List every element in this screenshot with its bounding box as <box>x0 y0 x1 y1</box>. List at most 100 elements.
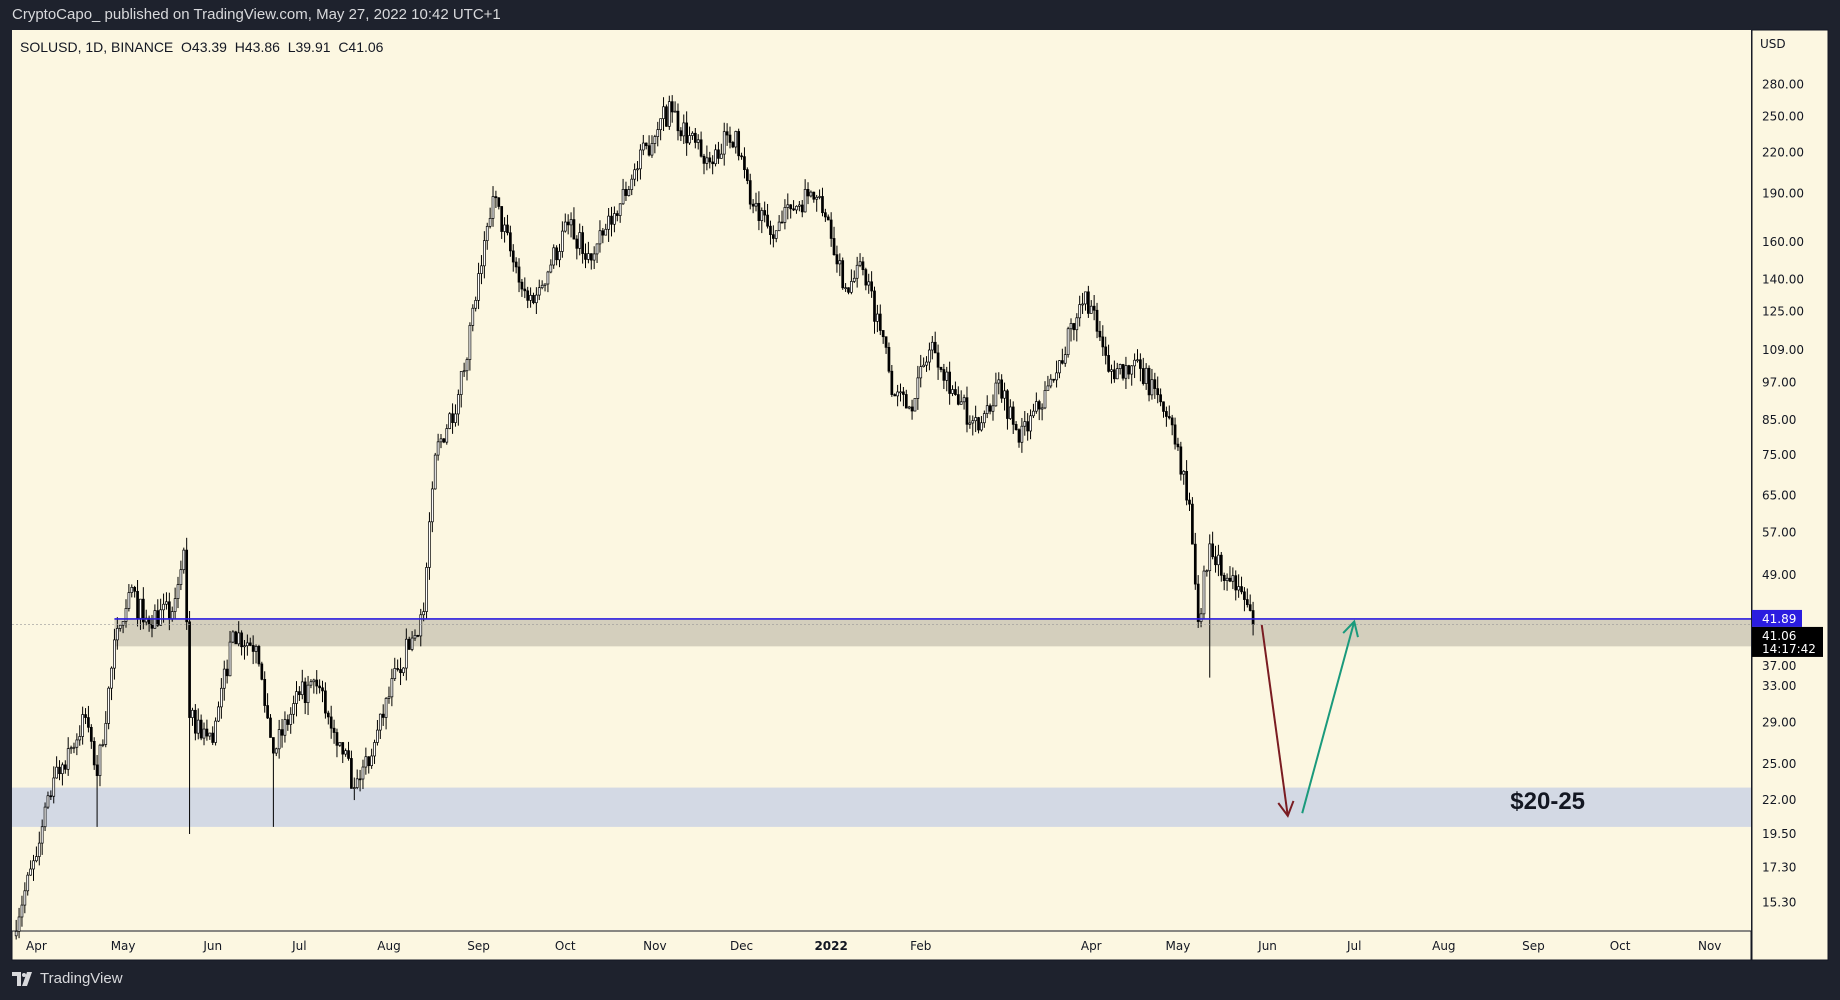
candle-body <box>639 149 642 170</box>
candle-body <box>1049 378 1053 387</box>
candle-body <box>1089 305 1093 314</box>
candle-body <box>373 742 376 757</box>
candle-body <box>829 219 833 239</box>
candle-body <box>592 253 596 261</box>
price-tick: 220.00 <box>1762 145 1804 159</box>
candle-body <box>436 441 440 456</box>
candle-body <box>121 621 125 626</box>
candle-body <box>1240 586 1243 593</box>
candle-body <box>633 169 636 180</box>
candle-body <box>974 417 978 422</box>
candle-body <box>269 717 272 738</box>
price-tick: 49.00 <box>1762 568 1796 582</box>
candle-body <box>844 287 847 290</box>
candle-body <box>826 216 830 221</box>
candle-body <box>483 240 486 267</box>
candle-body <box>1006 390 1009 419</box>
candle-body <box>370 755 373 767</box>
candle-body <box>1113 369 1116 380</box>
candle-body <box>607 215 610 230</box>
candle-body <box>771 234 775 239</box>
candle-body <box>55 766 58 779</box>
candle-body <box>728 134 732 143</box>
candle-body <box>78 736 82 741</box>
candle-body <box>841 260 845 289</box>
support-zone-label: $20-25 <box>1510 788 1585 815</box>
candle-body <box>717 149 720 159</box>
bar-countdown: 14:17:42 <box>1762 642 1816 656</box>
candle-body <box>509 232 512 252</box>
candle-body <box>506 224 509 234</box>
candle-body <box>347 750 350 759</box>
price-tick: 140.00 <box>1762 273 1804 287</box>
price-tick: 37.00 <box>1762 659 1796 673</box>
time-axis[interactable] <box>11 930 1752 961</box>
candle-body <box>1032 410 1035 417</box>
candle-body <box>81 714 84 737</box>
candle-body <box>1144 367 1148 384</box>
candle-body <box>318 685 321 689</box>
candle-body <box>800 204 804 213</box>
candle-body <box>58 766 61 775</box>
candle-body <box>87 717 90 728</box>
candle-body <box>364 756 368 768</box>
candle-body <box>61 764 64 775</box>
candle-body <box>1098 330 1102 338</box>
candle-body <box>133 587 137 592</box>
price-tick: 109.00 <box>1762 343 1804 357</box>
candle-body <box>176 584 180 599</box>
candle-body <box>448 413 452 429</box>
candle-body <box>1139 359 1142 369</box>
candle-body <box>1205 570 1209 573</box>
candle-body <box>243 645 246 648</box>
candle-body <box>624 188 628 196</box>
candle-body <box>627 189 631 196</box>
candle-body <box>1066 328 1070 355</box>
candle-body <box>1153 379 1157 389</box>
candle-body <box>887 347 891 372</box>
candle-body <box>433 454 437 490</box>
candle-body <box>835 254 839 265</box>
candle-body <box>101 744 105 746</box>
candle-body <box>303 681 307 704</box>
candle-body <box>442 438 446 443</box>
candle-body <box>783 207 787 223</box>
candle-body <box>309 681 313 686</box>
candle-body <box>740 155 743 158</box>
candle-body <box>280 729 284 736</box>
candle-body <box>321 687 324 692</box>
candle-body <box>159 609 163 626</box>
price-tick: 29.00 <box>1762 715 1796 729</box>
candle-body <box>555 247 558 261</box>
candle-body <box>899 391 902 394</box>
candle-body <box>1188 499 1191 505</box>
candle-body <box>1011 406 1015 425</box>
candle-body <box>514 261 518 268</box>
price-axis[interactable] <box>1751 29 1829 961</box>
candle-body <box>182 549 186 571</box>
candle-body <box>1110 369 1113 372</box>
candle-body <box>1092 305 1096 311</box>
candle-body <box>980 422 983 431</box>
candle-body <box>52 777 56 797</box>
candle-body <box>32 860 35 870</box>
candle-body <box>95 764 99 776</box>
candle-body <box>387 696 391 699</box>
candle-body <box>46 795 50 808</box>
candle-body <box>925 361 928 366</box>
candle-body <box>1121 364 1125 379</box>
time-tick: Nov <box>643 939 666 953</box>
candle-body <box>413 635 417 639</box>
candle-body <box>254 645 258 652</box>
candle-body <box>220 687 223 708</box>
candle-body <box>546 271 550 285</box>
candle-body <box>26 874 30 892</box>
candle-body <box>1173 424 1177 445</box>
candle-body <box>326 712 330 718</box>
candle-body <box>350 758 353 789</box>
candle-body <box>376 729 379 743</box>
brand-name[interactable]: TradingView <box>40 970 123 987</box>
candle-body <box>928 349 931 363</box>
candle-body <box>1217 554 1220 566</box>
